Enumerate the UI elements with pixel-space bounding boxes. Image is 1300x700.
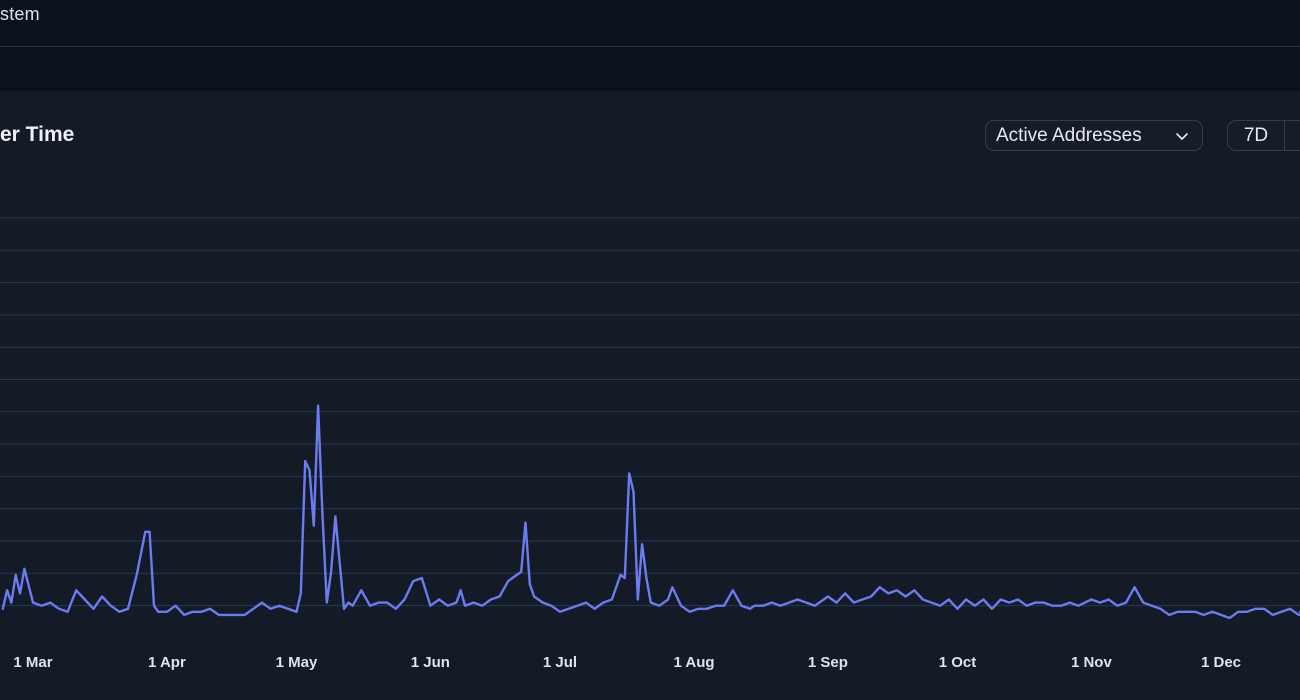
top-bar: stem — [0, 0, 1300, 47]
chevron-down-icon — [1176, 133, 1188, 140]
x-tick-label: 1 Dec — [1201, 654, 1241, 671]
x-tick-label: 1 Oct — [939, 654, 977, 671]
range-selector: 7D — [1227, 120, 1300, 151]
series-line — [1, 404, 1300, 620]
x-tick-label: 1 Jul — [543, 654, 577, 671]
sub-bar — [0, 47, 1300, 91]
x-axis: 1 Mar 1 Apr 1 May 1 Jun 1 Jul 1 Aug 1 Sep 1 Oct… — [13, 654, 1241, 671]
x-tick-label: 1 May — [276, 654, 318, 671]
x-tick-label: 1 Mar — [13, 654, 52, 671]
chart-title: er Time — [0, 123, 75, 146]
x-tick-label: 1 Aug — [673, 654, 714, 671]
x-tick-label: 1 Sep — [808, 654, 848, 671]
metric-select[interactable]: Active Addresses — [985, 120, 1203, 151]
line-chart: 1 Mar 1 Apr 1 May 1 Jun 1 Jul 1 Aug 1 Sep 1 Oct… — [0, 217, 1300, 671]
x-tick-label: 1 Apr — [148, 654, 186, 671]
range-button-7d[interactable]: 7D — [1243, 124, 1269, 146]
grid-lines — [0, 217, 1300, 607]
metric-select-value: Active Addresses — [996, 124, 1142, 146]
range-divider — [1284, 121, 1285, 150]
x-tick-label: 1 Nov — [1071, 654, 1113, 671]
page-title: stem — [0, 4, 40, 24]
x-tick-label: 1 Jun — [411, 654, 450, 671]
